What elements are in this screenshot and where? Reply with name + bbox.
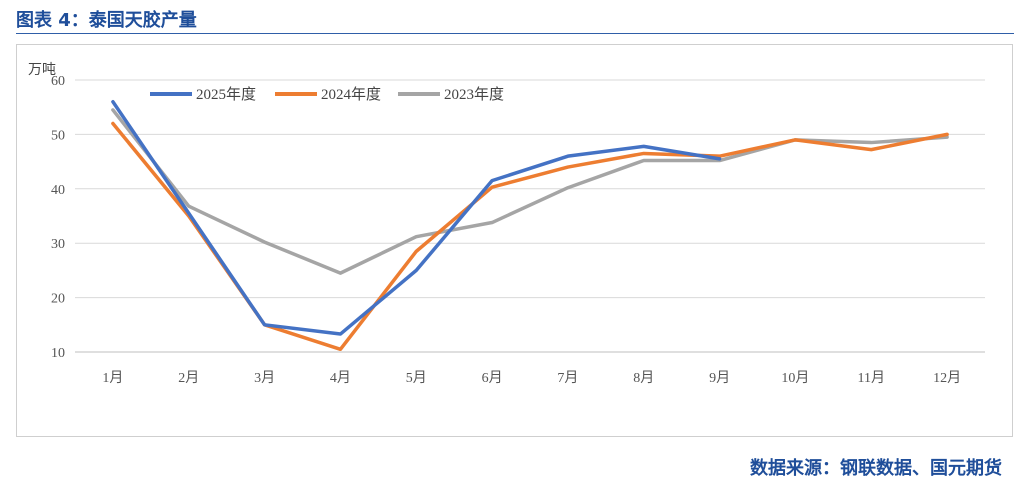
x-tick-label: 2月	[178, 370, 199, 386]
x-tick-label: 12月	[933, 370, 961, 386]
y-axis-unit-label: 万吨	[28, 62, 56, 78]
legend-label: 2024年度	[321, 86, 381, 103]
gridlines	[75, 79, 985, 299]
chart-frame	[16, 44, 1013, 437]
x-tick-label: 5月	[406, 370, 427, 386]
data-source: 数据来源：钢联数据、国元期货	[750, 458, 1002, 479]
y-axis-ticks: 10 20 30 40 50 60	[51, 74, 65, 361]
y-tick-label: 10	[51, 346, 65, 361]
x-tick-label: 8月	[633, 370, 654, 386]
legend-label: 2023年度	[444, 86, 504, 103]
x-tick-label: 10月	[781, 370, 809, 386]
figure-title: 图表 4：泰国天胶产量	[16, 10, 197, 31]
x-tick-label: 7月	[557, 370, 578, 386]
title-divider	[16, 33, 1014, 34]
y-tick-label: 30	[51, 237, 65, 252]
legend-label: 2025年度	[196, 86, 256, 103]
series-line-2024年度	[111, 121, 949, 352]
x-tick-label: 11月	[858, 370, 885, 386]
y-tick-label: 60	[51, 74, 65, 89]
x-tick-label: 6月	[482, 370, 503, 386]
x-tick-label: 4月	[330, 370, 351, 386]
x-axis-ticks: 1月 2月 3月 4月 5月 6月 7月 8月 9月 10月 11月 12月	[102, 370, 961, 386]
x-tick-label: 3月	[254, 370, 275, 386]
series-lines	[111, 100, 949, 352]
x-tick-label: 9月	[709, 370, 730, 386]
y-tick-label: 20	[51, 292, 65, 307]
y-tick-label: 50	[51, 128, 65, 143]
x-tick-label: 1月	[102, 370, 123, 386]
legend: 2025年度 2024年度 2023年度	[150, 86, 504, 103]
y-tick-label: 40	[51, 183, 65, 198]
series-line-2025年度	[111, 100, 722, 336]
